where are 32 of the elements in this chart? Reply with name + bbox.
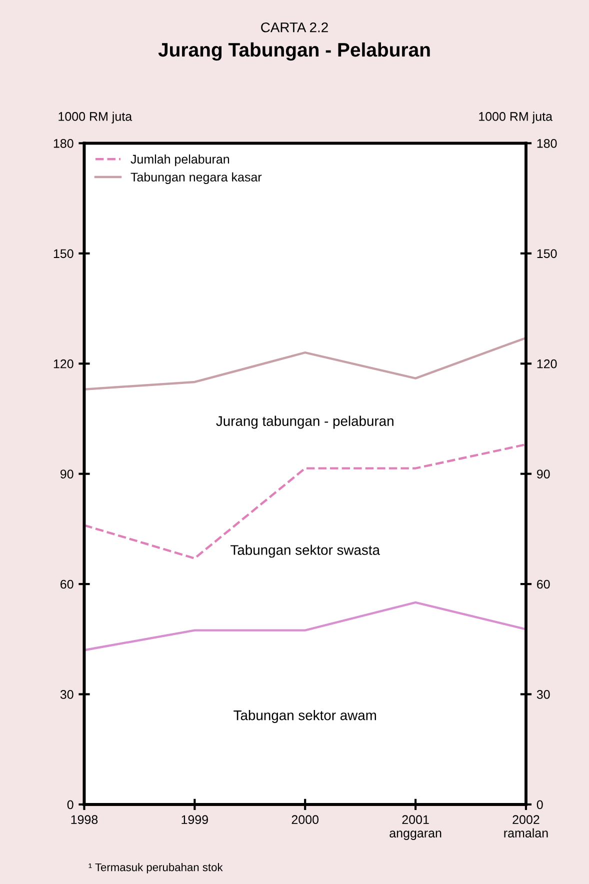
y-tick-label: 90 (60, 470, 74, 478)
annotation: Tabungan sektor awam (234, 710, 376, 723)
chart-subtitle: CARTA 2.2 (261, 22, 328, 32)
y-tick-label: 120 (54, 359, 74, 368)
x-tick-label: 1998 (71, 815, 98, 824)
x-tick-label: 2001 anggaran (390, 815, 442, 840)
chart-title: Jurang Tabungan - Pelaburan (158, 42, 430, 61)
y-tick-label: 30 (60, 690, 74, 699)
y-tick-label: 180 (54, 139, 74, 148)
annotation: Tabungan sektor swasta (230, 544, 380, 558)
y-tick-label: 60 (60, 580, 74, 589)
y2-tick-label: 150 (537, 249, 557, 258)
y2-tick-label: 120 (537, 359, 557, 368)
line-series (84, 601, 526, 652)
line-series (84, 443, 526, 560)
y-axis-title: 1000 RM juta (58, 112, 132, 124)
legend-label: Jumlah pelaburan (130, 154, 230, 166)
legend-label: Tabungan negara kasar (130, 172, 262, 184)
x-tick-label: 2000 (292, 815, 319, 824)
annotation: Jurang tabungan - pelaburan (216, 416, 394, 429)
y2-tick-label: 90 (536, 470, 550, 478)
y2-tick-label: 0 (536, 800, 543, 810)
y-tick-label: 0 (67, 800, 74, 810)
y2-tick-label: 30 (536, 690, 550, 699)
y2-tick-label: 60 (537, 580, 550, 589)
x-tick-label: 2002 ramalan (504, 815, 548, 838)
y2-axis-title: 1000 RM juta (479, 112, 552, 124)
x-tick-label: 1999 (182, 815, 208, 824)
line-series (84, 336, 526, 390)
text: ¹ Termasuk perubahan stok (88, 863, 223, 874)
y-tick-label: 150 (54, 249, 74, 258)
y2-tick-label: 180 (537, 139, 557, 148)
